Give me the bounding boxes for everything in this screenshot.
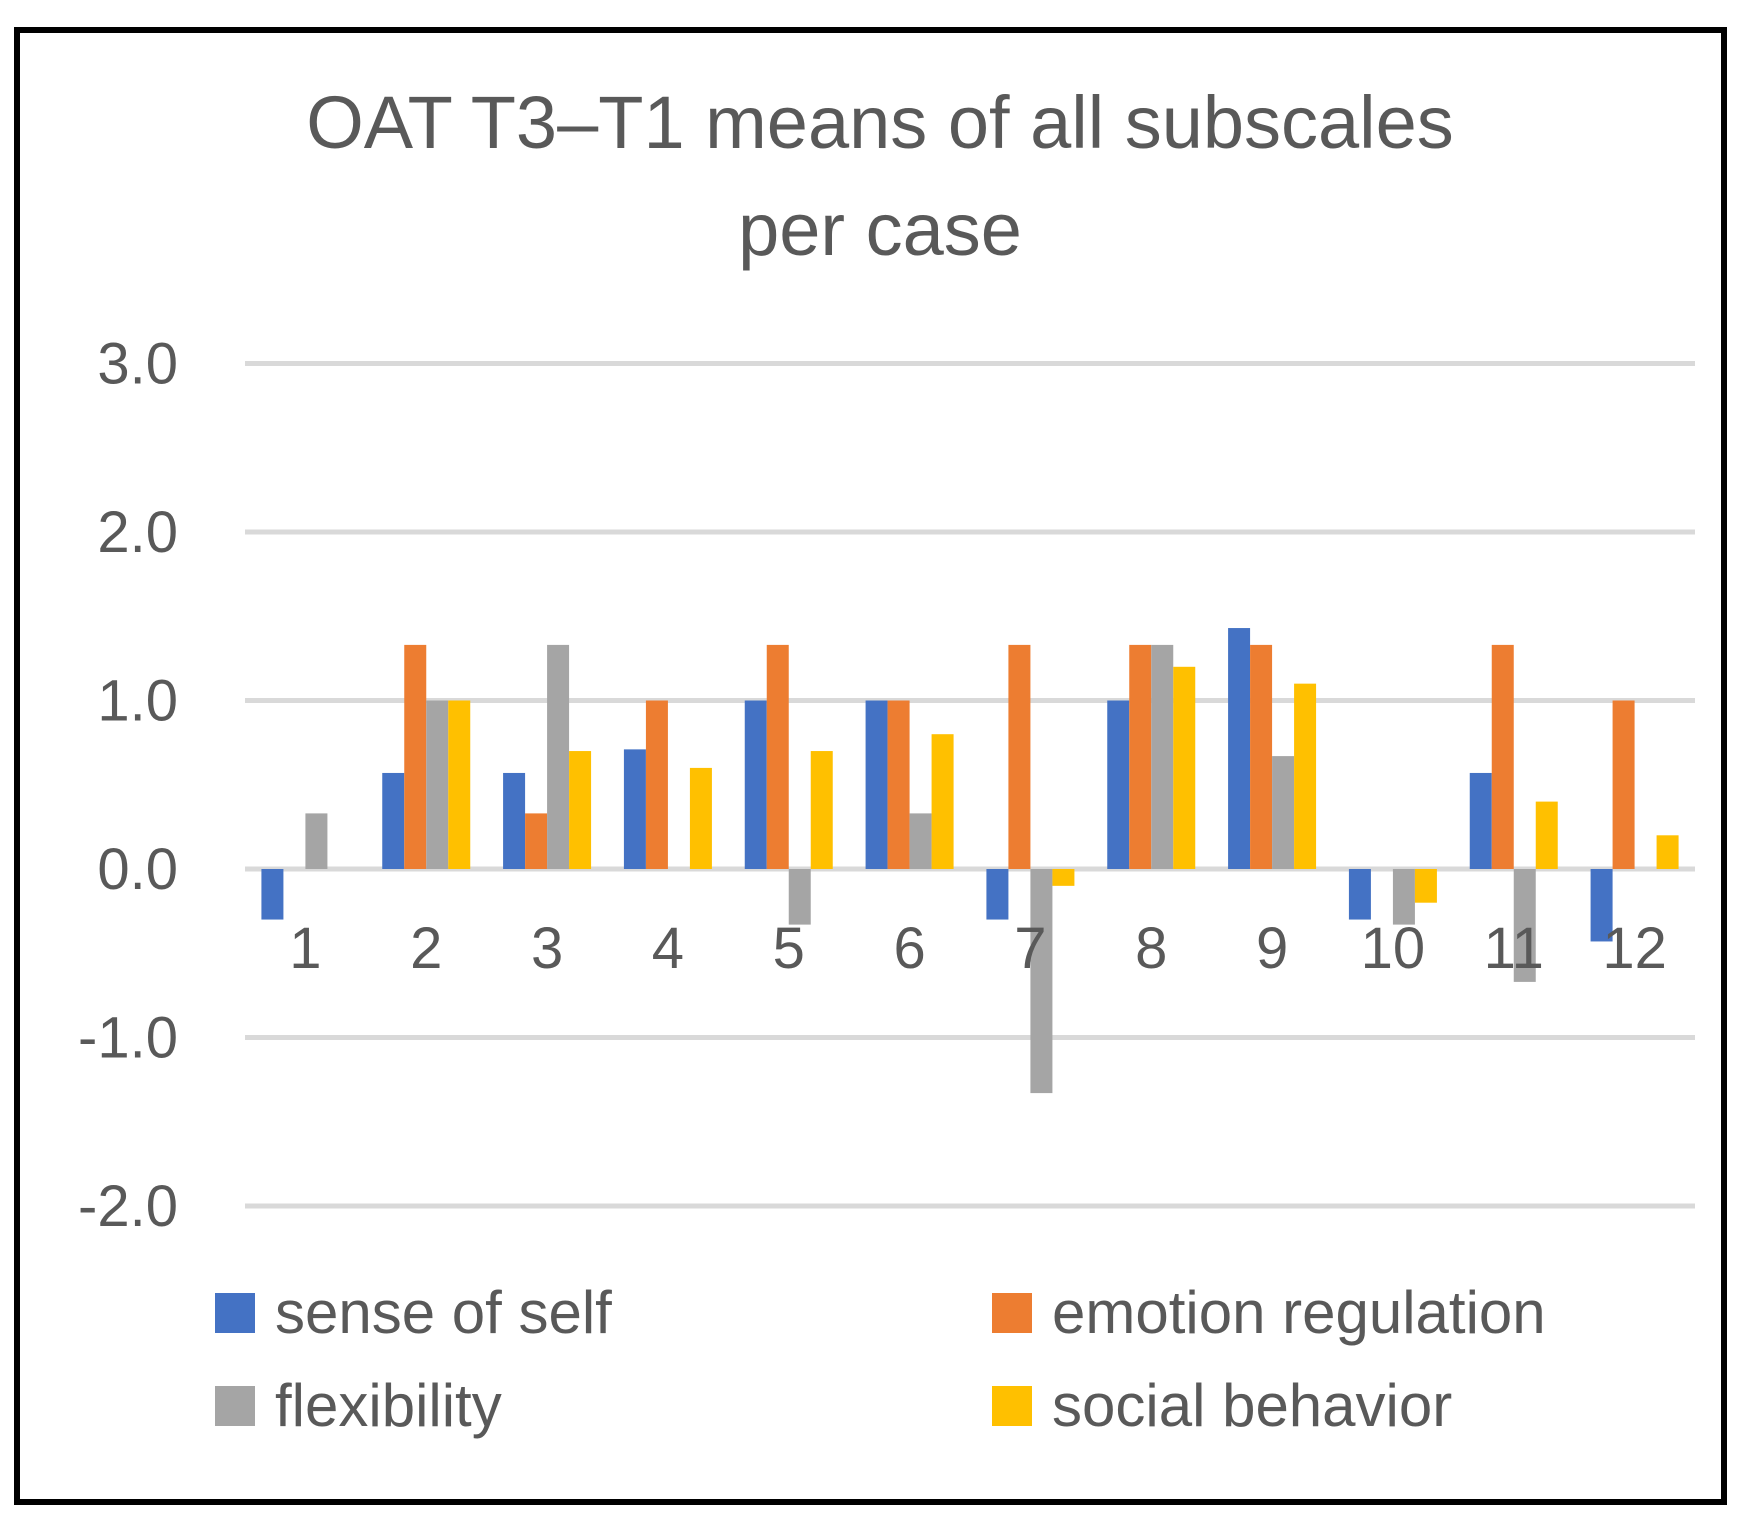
bar-social-behavior-case-4: [689, 767, 712, 869]
bar-social-behavior-case-12: [1656, 835, 1679, 869]
y-tick-label: -2.0: [78, 1174, 178, 1239]
bar-emotion-regulation-case-6: [887, 700, 910, 869]
bar-flexibility-case-10: [1392, 869, 1415, 925]
chart-title-line-2: per case: [738, 188, 1022, 271]
x-tick-label: 11: [1484, 916, 1544, 981]
x-tick-label: 10: [1361, 916, 1426, 981]
bar-emotion-regulation-case-3: [525, 813, 548, 869]
bar-flexibility-case-5: [788, 869, 811, 925]
bar-sense-of-self-case-9: [1228, 628, 1251, 869]
bar-flexibility-case-6: [909, 813, 932, 869]
bar-emotion-regulation-case-7: [1008, 644, 1031, 869]
bars: [261, 628, 1679, 1094]
legend-swatch-emotion-regulation: [992, 1293, 1032, 1333]
x-tick-label: 1: [289, 916, 321, 981]
legend-label-emotion-regulation: emotion regulation: [1052, 1279, 1546, 1346]
x-tick-label: 5: [773, 916, 805, 981]
bar-sense-of-self-case-12: [1590, 869, 1613, 942]
bar-sense-of-self-case-11: [1469, 772, 1492, 869]
bar-flexibility-case-8: [1151, 644, 1174, 869]
bar-emotion-regulation-case-11: [1491, 644, 1514, 869]
bar-emotion-regulation-case-8: [1129, 644, 1152, 869]
bar-emotion-regulation-case-4: [645, 700, 668, 869]
bar-sense-of-self-case-3: [503, 772, 526, 869]
bar-social-behavior-case-5: [810, 751, 833, 869]
bar-social-behavior-case-10: [1414, 869, 1437, 903]
bar-sense-of-self-case-1: [261, 869, 284, 920]
bar-sense-of-self-case-2: [382, 772, 405, 869]
bar-sense-of-self-case-5: [744, 700, 767, 869]
legend-label-sense-of-self: sense of self: [275, 1279, 612, 1346]
y-axis-ticks: 3.0 2.0 1.0 0.0 -1.0 -2.0: [78, 332, 178, 1240]
y-tick-label: 2.0: [97, 500, 178, 565]
bar-flexibility-case-1: [305, 813, 328, 869]
bar-social-behavior-case-9: [1294, 683, 1317, 869]
x-tick-label: 2: [410, 916, 442, 981]
bar-social-behavior-case-7: [1052, 869, 1075, 886]
bar-flexibility-case-3: [547, 644, 570, 869]
x-tick-label: 12: [1602, 916, 1667, 981]
bar-sense-of-self-case-10: [1348, 869, 1371, 920]
bar-flexibility-case-11: [1513, 869, 1536, 982]
y-tick-label: 3.0: [97, 332, 178, 397]
bar-emotion-regulation-case-12: [1612, 700, 1635, 869]
bar-flexibility-case-2: [426, 700, 449, 869]
bar-sense-of-self-case-6: [865, 700, 888, 869]
bar-social-behavior-case-11: [1535, 801, 1558, 869]
legend-swatch-social-behavior: [992, 1386, 1032, 1426]
gridlines: [245, 361, 1695, 1209]
bar-social-behavior-case-3: [569, 751, 592, 869]
bar-social-behavior-case-6: [931, 734, 954, 869]
bar-social-behavior-case-2: [448, 700, 471, 869]
chart-frame: OAT T3–T1 means of all subscales per cas…: [14, 27, 1727, 1505]
x-tick-label: 6: [893, 916, 925, 981]
x-tick-label: 3: [531, 916, 563, 981]
bar-flexibility-case-9: [1272, 756, 1295, 869]
bar-chart: OAT T3–T1 means of all subscales per cas…: [78, 81, 1695, 1439]
y-tick-label: 0.0: [97, 837, 178, 902]
legend-label-social-behavior: social behavior: [1052, 1372, 1452, 1439]
bar-sense-of-self-case-7: [986, 869, 1009, 920]
bar-flexibility-case-7: [1030, 869, 1053, 1094]
bar-emotion-regulation-case-5: [766, 644, 789, 869]
bar-emotion-regulation-case-9: [1250, 644, 1273, 869]
chart-title-line-1: OAT T3–T1 means of all subscales: [306, 81, 1454, 164]
bar-sense-of-self-case-8: [1107, 700, 1130, 869]
bar-emotion-regulation-case-2: [404, 644, 427, 869]
legend-swatch-sense-of-self: [215, 1293, 255, 1333]
x-axis-ticks: 1 2 3 4 5 6 7 8 9 10 11 12: [289, 916, 1667, 981]
x-tick-label: 4: [652, 916, 684, 981]
y-tick-label: -1.0: [78, 1006, 178, 1071]
y-tick-label: 1.0: [97, 669, 178, 734]
bar-sense-of-self-case-4: [623, 749, 646, 869]
x-tick-label: 7: [1014, 916, 1046, 981]
legend-swatch-flexibility: [215, 1386, 255, 1426]
bar-social-behavior-case-8: [1173, 666, 1196, 869]
x-tick-label: 8: [1135, 916, 1167, 981]
legend: sense of self emotion regulation flexibili…: [215, 1279, 1546, 1439]
x-tick-label: 9: [1256, 916, 1288, 981]
legend-label-flexibility: flexibility: [275, 1372, 502, 1439]
